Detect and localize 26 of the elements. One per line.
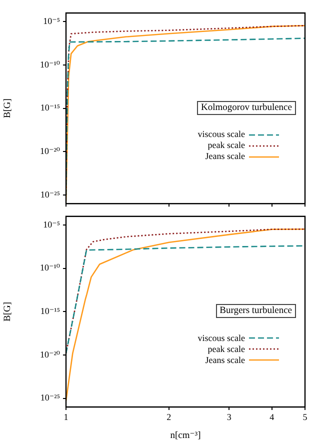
y-tick-label: 10⁻⁵ xyxy=(43,16,60,26)
y-axis-title: B[G] xyxy=(3,302,14,322)
legend-label: viscous scale xyxy=(198,129,245,140)
x-tick-label: 2 xyxy=(166,412,172,422)
legend-label: viscous scale xyxy=(198,332,245,344)
annotation: Burgers turbulence xyxy=(216,304,296,318)
y-tick-label: 10⁻²⁵ xyxy=(40,392,60,403)
y-tick-label: 10⁻¹⁵ xyxy=(40,306,60,316)
annotation: Kolmogorov turbulence xyxy=(196,100,296,115)
y-tick-label: 10⁻²⁰ xyxy=(40,146,60,156)
x-tick-label: 4 xyxy=(270,412,275,422)
y-tick-label: 10⁻⁵ xyxy=(43,219,60,230)
y-tick-label: 10⁻¹⁰ xyxy=(40,59,60,70)
y-axis-title: B[G] xyxy=(3,98,14,118)
y-tick-label: 10⁻²⁵ xyxy=(40,189,60,200)
legend-label: Jeans scale xyxy=(205,354,245,366)
x-axis-title: n[cm⁻³] xyxy=(170,430,201,441)
y-tick-label: 10⁻¹⁰ xyxy=(40,262,60,273)
y-tick-label: 10⁻²⁰ xyxy=(40,349,60,360)
y-tick-label: 10⁻¹⁵ xyxy=(40,102,60,113)
legend-label: peak scale xyxy=(208,140,245,152)
x-tick-label: 5 xyxy=(302,412,308,422)
legend-label: peak scale xyxy=(208,344,245,355)
x-tick-label: 1 xyxy=(64,412,68,422)
x-tick-label: 3 xyxy=(226,412,232,422)
legend-label: Jeans scale xyxy=(205,151,245,162)
